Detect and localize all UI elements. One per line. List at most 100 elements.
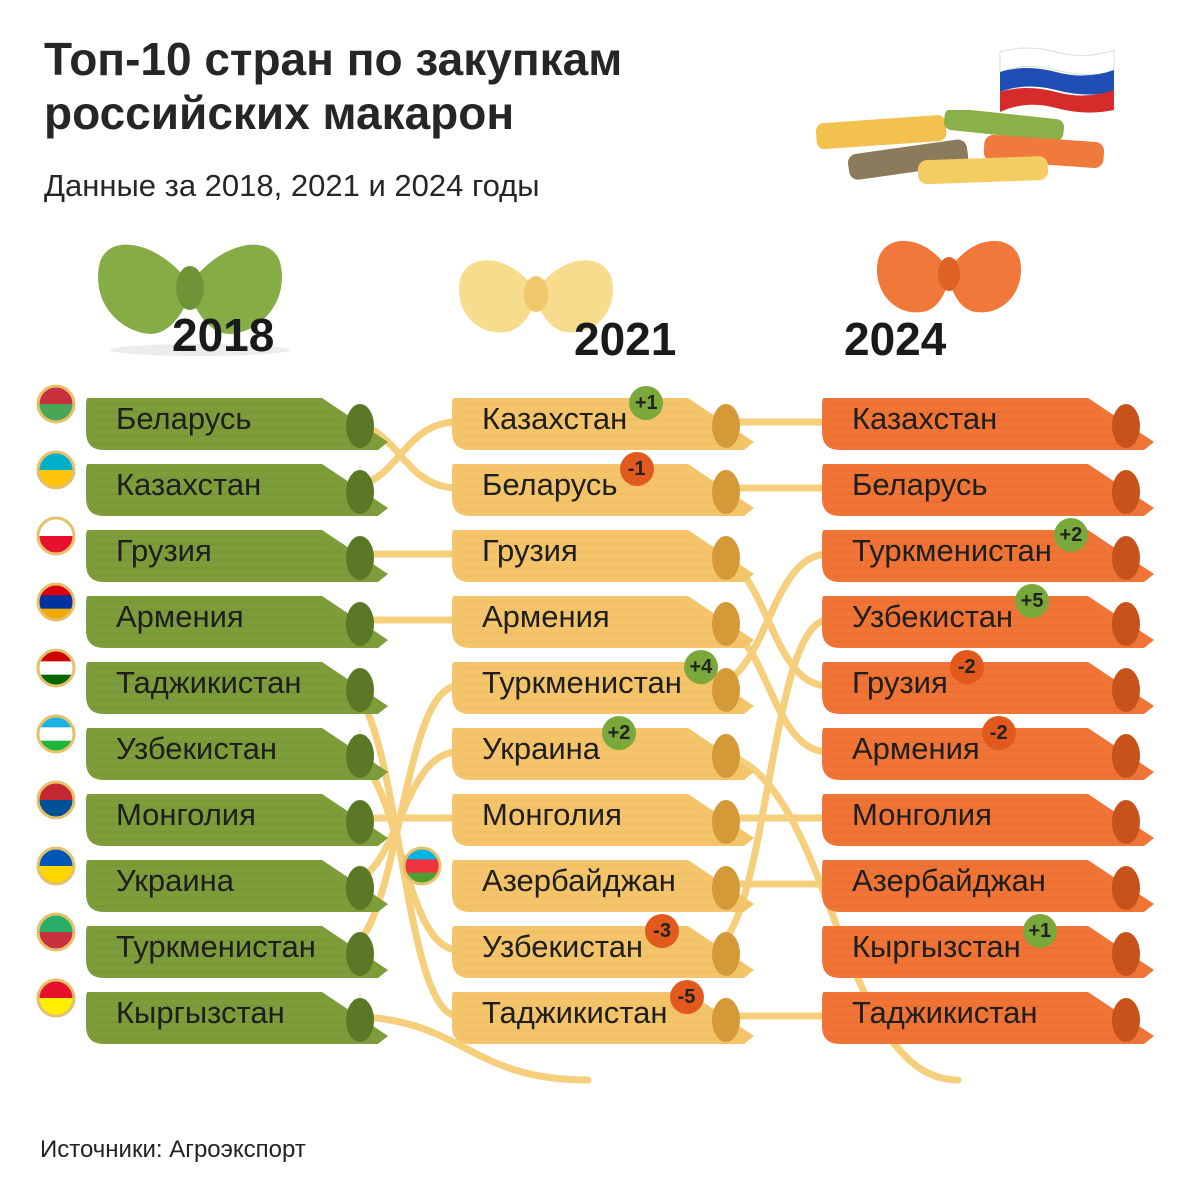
country-label: Узбекистан xyxy=(852,599,1014,634)
country-label: Туркменистан xyxy=(116,929,316,964)
pasta-tube-icon xyxy=(452,926,754,978)
ranking-row: Таджикистан -5 xyxy=(448,980,768,1044)
ranking-row: Туркменистан +2 xyxy=(818,518,1168,582)
country-label: Украина xyxy=(482,731,601,766)
ranking-row: Туркменистан xyxy=(36,912,402,978)
uzbekistan-flag-icon xyxy=(36,714,76,754)
ranking-row: Азербайджан xyxy=(818,854,1168,912)
country-label: Монголия xyxy=(852,797,992,832)
ranking-row: Таджикистан xyxy=(36,648,402,714)
country-label: Казахстан xyxy=(482,401,628,436)
pasta-tube-icon xyxy=(822,794,1154,846)
rank-change-badge: +1 xyxy=(1022,914,1057,948)
rank-change-badge: -2 xyxy=(949,650,984,684)
pasta-tube-icon xyxy=(86,464,388,516)
country-label: Армения xyxy=(482,599,610,634)
country-label: Таджикистан xyxy=(852,995,1038,1030)
ranking-row: Монголия xyxy=(448,788,768,846)
source-note: Источники: Агроэкспорт xyxy=(40,1136,306,1163)
armenia-flag-icon xyxy=(36,582,76,622)
pasta-tube-icon xyxy=(452,464,754,516)
rank-change-badge: -3 xyxy=(645,914,680,948)
pasta-tube-icon xyxy=(452,398,754,450)
ranking-row: Грузия xyxy=(448,524,768,582)
country-label: Украина xyxy=(116,863,235,898)
year-2024-header: 2024 xyxy=(844,313,947,365)
ranking-row: Узбекистан +5 xyxy=(818,584,1168,648)
ranking-row: Монголия xyxy=(36,780,402,846)
ranking-row: Казахстан +1 xyxy=(448,386,768,450)
country-label: Кыргызстан xyxy=(116,995,285,1030)
year-2018-header: 2018 xyxy=(172,309,275,361)
connector-Украина xyxy=(704,748,962,1084)
ranking-row: Беларусь xyxy=(818,458,1168,516)
country-label: Беларусь xyxy=(116,401,252,436)
ranking-row: Азербайджан xyxy=(402,846,768,912)
country-label: Узбекистан xyxy=(482,929,644,964)
year-2021-header: 2021 xyxy=(574,313,677,365)
russia-flag-icon xyxy=(999,47,1115,113)
ranking-row: Украина xyxy=(36,846,402,912)
pasta-tube-icon xyxy=(86,398,388,450)
rank-change-badge: -5 xyxy=(669,980,704,1014)
rank-change-badge: +1 xyxy=(629,386,664,420)
country-label: Таджикистан xyxy=(116,665,302,700)
pasta-tube-icon xyxy=(86,662,388,714)
yellow-bow-pasta-icon xyxy=(459,260,613,333)
rank-change-badge: +2 xyxy=(602,716,637,750)
country-label: Узбекистан xyxy=(116,731,278,766)
ranking-row: Армения xyxy=(448,590,768,648)
penne-pasta-illustration xyxy=(815,110,1105,185)
pasta-tube-icon xyxy=(822,992,1154,1044)
pasta-tube-icon xyxy=(86,728,388,780)
pasta-tube-icon xyxy=(822,860,1154,912)
country-label: Грузия xyxy=(852,665,948,700)
country-label: Монголия xyxy=(116,797,256,832)
country-label: Таджикистан xyxy=(482,995,668,1030)
ranking-row: Беларусь -1 xyxy=(448,452,768,516)
ranking-row: Казахстан xyxy=(818,392,1168,450)
rank-change-badge: +2 xyxy=(1053,518,1088,552)
ranking-row: Таджикистан xyxy=(818,986,1168,1044)
page-subtitle: Данные за 2018, 2021 и 2024 годы xyxy=(44,168,540,203)
kyrgyzstan-flag-icon xyxy=(36,978,76,1018)
country-label: Туркменистан xyxy=(852,533,1052,568)
ukraine-flag-icon xyxy=(36,846,76,886)
country-label: Армения xyxy=(852,731,980,766)
country-label: Беларусь xyxy=(852,467,988,502)
connector-Кыргызстан xyxy=(338,1012,592,1084)
turkmenistan-flag-icon xyxy=(36,912,76,952)
rank-change-badge: -1 xyxy=(619,452,654,486)
country-label: Азербайджан xyxy=(852,863,1046,898)
pasta-tube-icon xyxy=(452,530,754,582)
ranking-row: Украина +2 xyxy=(448,716,768,780)
country-label: Азербайджан xyxy=(482,863,676,898)
georgia-flag-icon xyxy=(36,516,76,556)
azerbaijan-flag-icon xyxy=(402,846,442,886)
country-label: Туркменистан xyxy=(482,665,682,700)
rank-change-badge: +4 xyxy=(683,650,718,684)
pasta-tube-icon xyxy=(822,728,1154,780)
pasta-tube-icon xyxy=(822,398,1154,450)
belarus-flag-icon xyxy=(36,384,76,424)
orange-bow-pasta-icon xyxy=(877,240,1021,313)
country-label: Беларусь xyxy=(482,467,618,502)
page-title: Топ-10 стран по закупкам российских мака… xyxy=(44,33,623,139)
ranking-row: Кыргызстан xyxy=(36,978,402,1044)
ranking-row: Казахстан xyxy=(36,450,402,516)
rank-change-badge: +5 xyxy=(1015,584,1050,618)
pasta-tube-icon xyxy=(822,596,1154,648)
country-label: Армения xyxy=(116,599,244,634)
ranking-row: Грузия xyxy=(36,516,402,582)
country-label: Казахстан xyxy=(116,467,262,502)
ranking-row: Монголия xyxy=(818,788,1168,846)
pasta-tube-icon xyxy=(86,926,388,978)
ranking-row: Армения xyxy=(36,582,402,648)
country-label: Грузия xyxy=(482,533,578,568)
pasta-tube-icon xyxy=(86,530,388,582)
pasta-tube-icon xyxy=(452,794,754,846)
ranking-row: Беларусь xyxy=(36,384,402,450)
rank-change-badge: -2 xyxy=(981,716,1016,750)
country-label: Казахстан xyxy=(852,401,998,436)
pasta-tube-icon xyxy=(86,992,388,1044)
